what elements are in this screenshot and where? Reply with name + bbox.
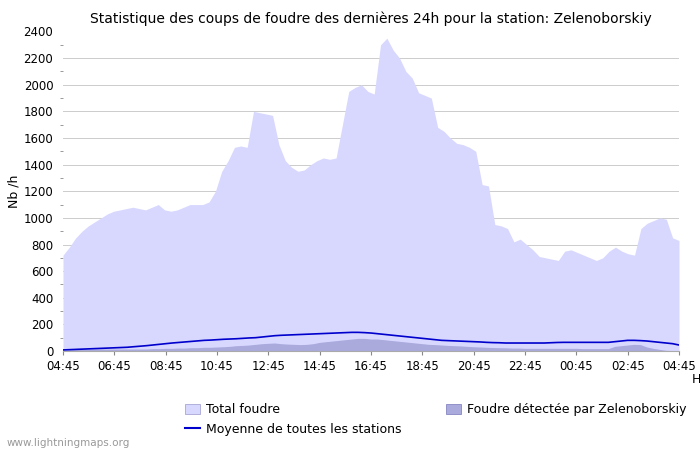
Text: www.lightningmaps.org: www.lightningmaps.org xyxy=(7,438,130,448)
Y-axis label: Nb /h: Nb /h xyxy=(8,175,21,208)
Title: Statistique des coups de foudre des dernières 24h pour la station: Zelenoborskiy: Statistique des coups de foudre des dern… xyxy=(90,12,652,26)
Text: Heure: Heure xyxy=(692,374,700,387)
Legend: Total foudre, Moyenne de toutes les stations, Foudre détectée par Zelenoborskiy: Total foudre, Moyenne de toutes les stat… xyxy=(180,398,692,441)
